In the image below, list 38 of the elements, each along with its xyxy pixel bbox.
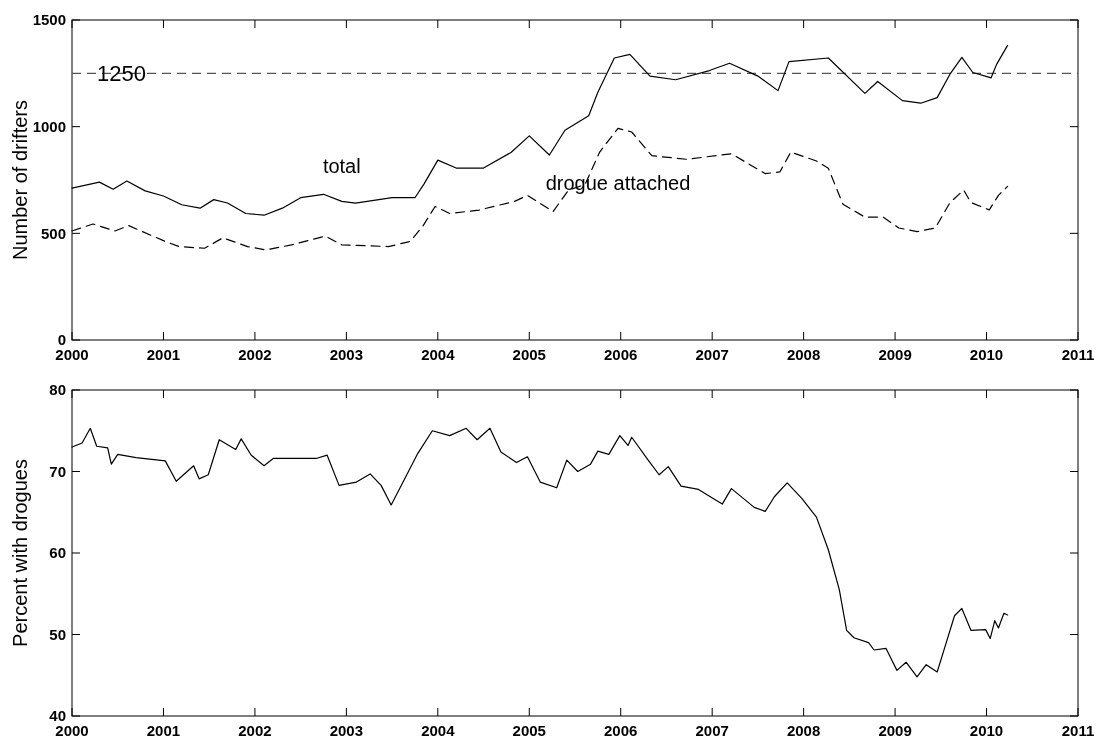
x-tick-label: 2009 (878, 722, 912, 739)
series-label: drogue attached (545, 172, 691, 195)
y-axis-title: Percent with drogues (9, 459, 31, 647)
x-tick-label: 2007 (695, 722, 729, 739)
x-tick-label: 2010 (969, 346, 1004, 363)
x-tick-label: 2010 (969, 722, 1004, 739)
y-tick-label: 40 (49, 707, 66, 725)
x-tick-label: 2003 (329, 346, 364, 363)
x-tick-label: 2006 (604, 346, 638, 363)
y-tick-label: 70 (49, 462, 66, 480)
x-tick-label: 2007 (695, 346, 729, 363)
ref-line-label: 1250 (97, 61, 146, 87)
x-tick-label: 2011 (1061, 346, 1095, 363)
x-tick-label: 2008 (786, 722, 821, 739)
x-tick-label: 2004 (421, 722, 456, 739)
x-tick-label: 2002 (238, 346, 272, 363)
x-tick-label: 2005 (512, 346, 546, 363)
y-tick-label: 50 (49, 625, 66, 643)
x-tick-label: 2000 (55, 346, 89, 363)
x-tick-label: 2004 (421, 346, 456, 363)
y-tick-label: 500 (40, 224, 66, 242)
x-tick-label: 2006 (604, 722, 638, 739)
x-tick-label: 2000 (55, 722, 89, 739)
x-tick-label: 2003 (329, 722, 364, 739)
y-tick-label: 0 (57, 331, 66, 349)
x-tick-label: 2005 (512, 722, 546, 739)
y-axis-title: Number of drifters (9, 99, 31, 261)
x-tick-label: 2002 (238, 722, 272, 739)
x-tick-label: 2011 (1061, 722, 1095, 739)
y-tick-label: 80 (49, 381, 66, 399)
y-tick-label: 1500 (32, 11, 66, 29)
series-label: total (322, 155, 361, 178)
x-tick-label: 2008 (786, 346, 821, 363)
y-tick-label: 1000 (32, 117, 66, 135)
y-tick-label: 60 (49, 544, 66, 562)
x-tick-label: 2009 (878, 346, 912, 363)
x-tick-label: 2001 (146, 722, 181, 739)
x-tick-label: 2001 (146, 346, 181, 363)
